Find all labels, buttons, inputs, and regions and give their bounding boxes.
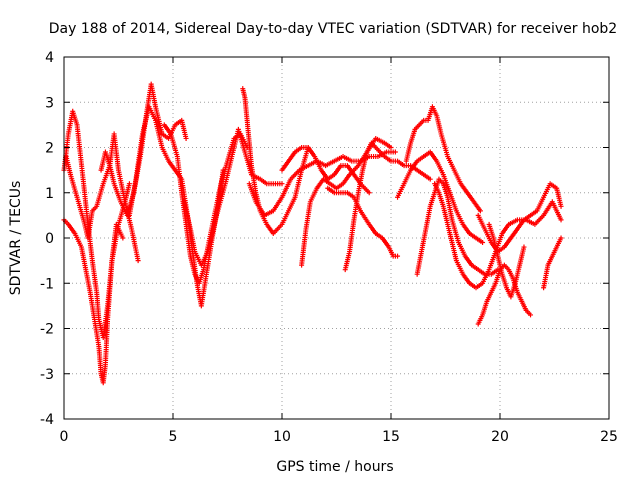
y-tick-label: 4: [45, 50, 54, 66]
y-tick-label: 1: [45, 186, 54, 202]
x-tick-label: 20: [491, 429, 509, 445]
x-tick-label: 15: [382, 429, 400, 445]
series-trace-19: [475, 181, 564, 255]
data-point: [135, 258, 141, 264]
y-tick-label: 3: [45, 95, 54, 111]
x-tick-label: 0: [60, 429, 69, 445]
series-trace-5: [126, 104, 226, 309]
x-tick-labels: 0 5 10 15 20 25: [60, 429, 618, 445]
x-tick-label: 25: [600, 429, 618, 445]
chart-title: Day 188 of 2014, Sidereal Day-to-day VTE…: [49, 21, 617, 37]
y-axis-label: SDTVAR / TECUs: [8, 181, 24, 296]
y-tick-label: -1: [40, 276, 54, 292]
data-point: [558, 217, 564, 223]
data-point: [120, 235, 126, 241]
y-tick-label: -3: [40, 367, 54, 383]
y-tick-label: 0: [45, 231, 54, 247]
data-points: [61, 81, 564, 386]
series-trace-8: [240, 86, 311, 236]
y-tick-label: -4: [40, 412, 54, 428]
series-trace-17: [432, 181, 564, 291]
y-tick-label: -2: [40, 322, 54, 338]
data-point: [126, 181, 132, 187]
data-point: [279, 181, 285, 187]
series-trace-21: [541, 235, 564, 291]
data-point: [427, 176, 433, 182]
x-tick-label: 10: [273, 429, 291, 445]
data-point: [392, 149, 398, 155]
x-axis-label: GPS time / hours: [276, 459, 393, 475]
x-tick-label: 5: [169, 429, 178, 445]
data-point: [528, 312, 534, 318]
data-point: [183, 135, 189, 141]
data-point: [558, 235, 564, 241]
series-trace-12: [325, 185, 401, 259]
axis-ticks: [63, 56, 610, 420]
data-point: [388, 145, 394, 150]
series-trace-15: [403, 104, 483, 214]
series-trace-2: [61, 217, 126, 386]
data-point: [395, 253, 401, 259]
series-trace-16: [414, 176, 501, 277]
y-tick-label: 2: [45, 141, 54, 157]
data-point: [521, 244, 527, 250]
series-trace-7: [181, 126, 285, 268]
data-point: [477, 208, 483, 214]
data-point: [480, 240, 486, 246]
series-trace-20: [486, 221, 527, 300]
y-tick-labels: -4 -3 -2 -1 0 1 2 3 4: [40, 50, 54, 428]
data-point: [366, 190, 372, 196]
series-trace-3: [63, 131, 141, 264]
series-trace-1: [61, 108, 132, 341]
data-point: [558, 203, 564, 209]
series-trace-14: [395, 149, 486, 246]
